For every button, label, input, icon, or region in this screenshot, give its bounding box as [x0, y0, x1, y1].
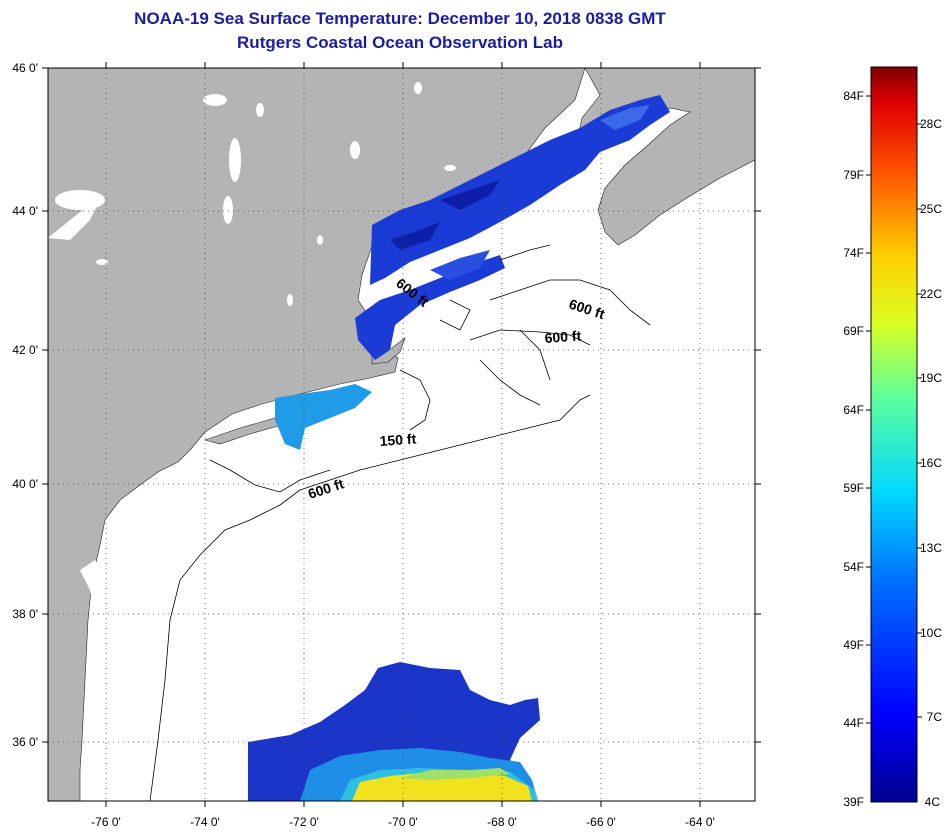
colorbar-f-label: 84F	[843, 89, 864, 103]
colorbar-f-label: 49F	[843, 638, 864, 652]
colorbar-f-label: 74F	[843, 246, 864, 260]
lon-label: -72 0'	[289, 815, 319, 829]
colorbar-f-label: 44F	[843, 716, 864, 730]
colorbar-c-label: 10C	[920, 626, 942, 640]
colorbar-f-label: 79F	[843, 168, 864, 182]
colorbar-c-label: 19C	[920, 371, 942, 385]
contour-label: 150 ft	[379, 430, 417, 449]
lon-label: -74 0'	[190, 815, 220, 829]
sst-gulf-stream	[248, 662, 540, 801]
lon-label: -66 0'	[586, 815, 616, 829]
colorbar-gradient	[870, 66, 918, 803]
lat-label: 44 0'	[12, 204, 38, 218]
lat-label: 38 0'	[12, 607, 38, 621]
lon-label: -70 0'	[388, 815, 418, 829]
bathymetry-contours	[149, 244, 651, 801]
colorbar-f-label: 39F	[843, 795, 864, 809]
sst-gulf-of-maine	[355, 95, 670, 360]
colorbar-c-label: 7C	[927, 710, 943, 724]
map-title: NOAA-19 Sea Surface Temperature: Decembe…	[134, 9, 666, 28]
colorbar-f-label: 54F	[843, 560, 864, 574]
colorbar-f-label: 64F	[843, 403, 864, 417]
colorbar-c-label: 22C	[920, 287, 942, 301]
delaware-bay	[120, 500, 150, 548]
colorbar-c-label: 13C	[920, 541, 942, 555]
latitude-labels: 46 0' 44 0' 42 0' 40 0' 38 0' 36 0'	[12, 61, 38, 749]
colorbar-f-label: 59F	[843, 481, 864, 495]
graticule	[48, 68, 755, 801]
lat-label: 46 0'	[12, 61, 38, 75]
contour-label: 600 ft	[544, 327, 582, 346]
lakes	[48, 82, 456, 306]
axis-ticks	[42, 62, 761, 807]
lon-label: -68 0'	[487, 815, 517, 829]
colorbar-c-label: 16C	[920, 456, 942, 470]
colorbar-f-label: 69F	[843, 324, 864, 338]
map-subtitle: Rutgers Coastal Ocean Observation Lab	[237, 33, 563, 52]
colorbar-c-label: 28C	[920, 117, 942, 131]
temperature-colorbar: 84F 79F 74F 69F 64F 59F 54F 49F 44F 39F …	[843, 66, 943, 809]
colorbar-c-label: 25C	[920, 202, 942, 216]
lat-label: 42 0'	[12, 343, 38, 357]
map-frame	[47, 67, 756, 802]
lat-label: 40 0'	[12, 477, 38, 491]
chesapeake-bay	[80, 560, 112, 801]
lon-label: -64 0'	[685, 815, 715, 829]
longitude-labels: -76 0' -74 0' -72 0' -70 0' -68 0' -66 0…	[91, 815, 715, 829]
sst-new-york-bight	[275, 384, 372, 450]
lon-label: -76 0'	[91, 815, 121, 829]
lat-label: 36 0'	[12, 735, 38, 749]
colorbar-c-label: 4C	[925, 795, 941, 809]
map-plot: 600 ft 600 ft 600 ft 150 ft 600 ft	[48, 68, 755, 801]
